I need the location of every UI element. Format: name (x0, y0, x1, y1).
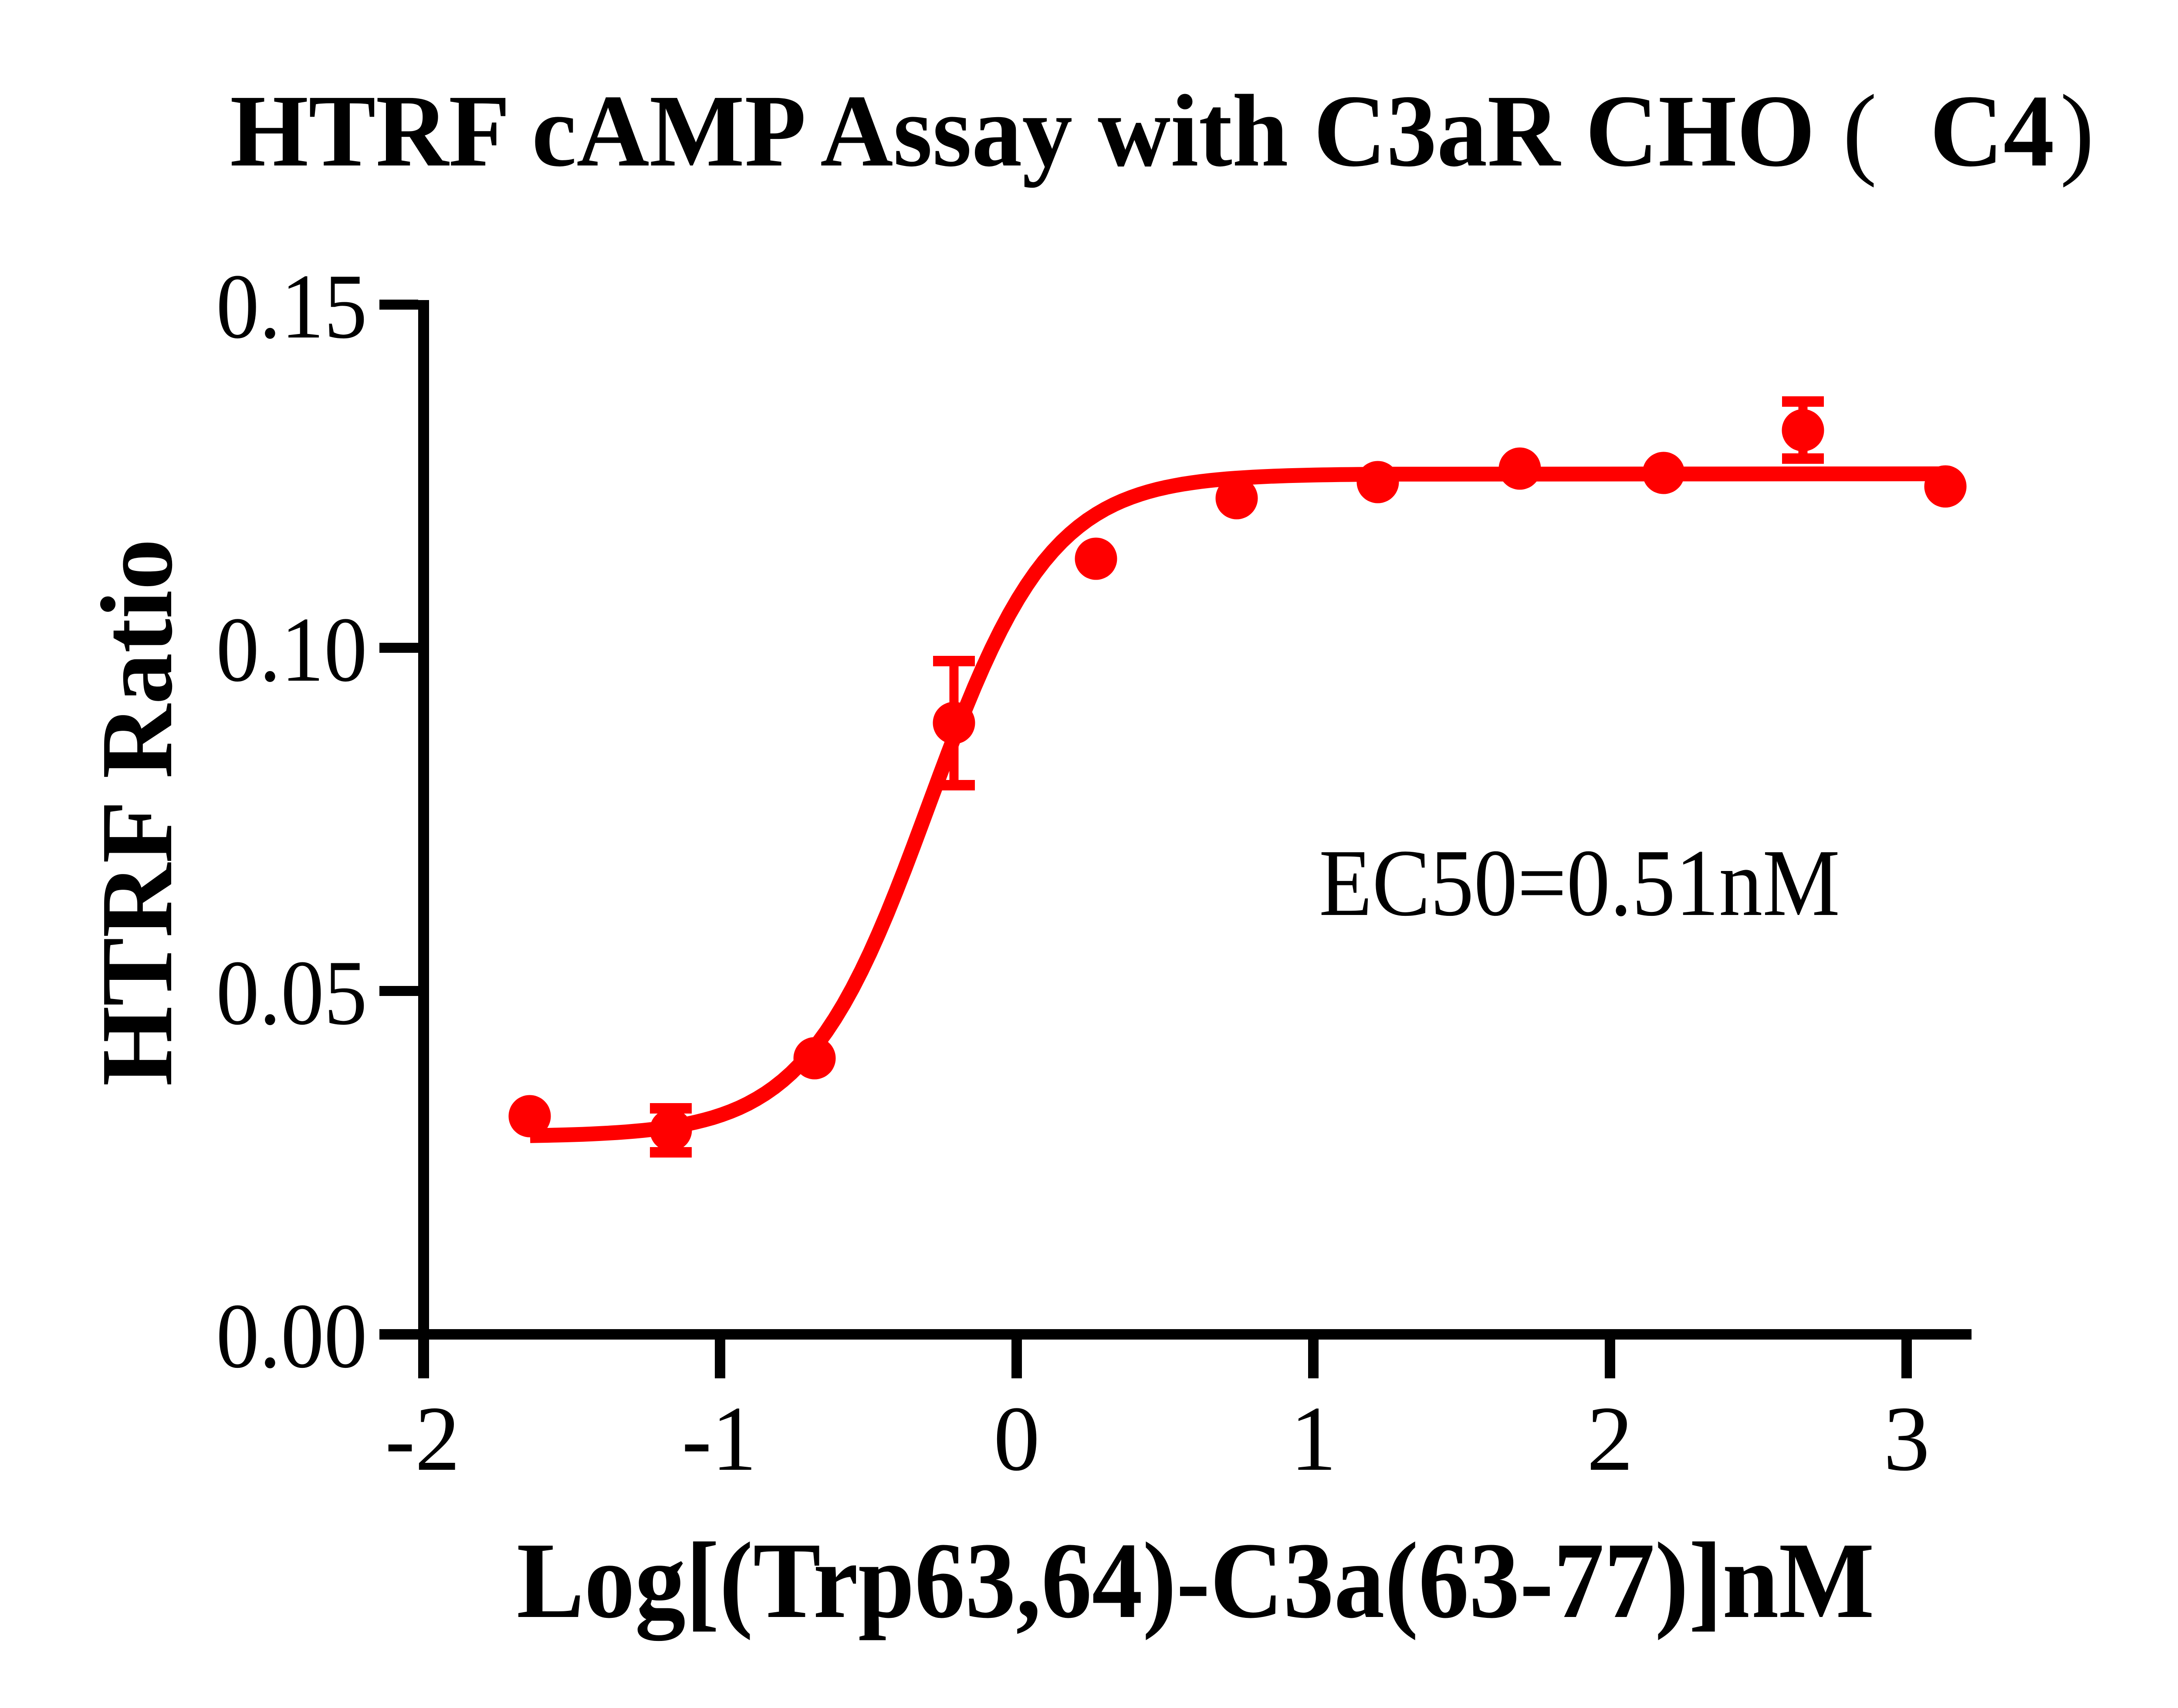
svg-text:C4: C4 (1930, 74, 2054, 188)
svg-text:(: ( (1843, 74, 1877, 188)
svg-text:1: 1 (1290, 1387, 1337, 1490)
svg-text:HTRF cAMP Assay with C3aR CHO: HTRF cAMP Assay with C3aR CHO (230, 74, 1815, 188)
svg-text:0.15: 0.15 (216, 255, 367, 358)
svg-text:0.10: 0.10 (216, 598, 367, 701)
svg-text:-2: -2 (385, 1387, 460, 1490)
svg-text:3: 3 (1884, 1387, 1930, 1490)
svg-text:0.00: 0.00 (216, 1285, 367, 1387)
svg-text:): ) (2060, 74, 2094, 188)
svg-text:2: 2 (1587, 1387, 1634, 1490)
svg-text:EC50=0.51nM: EC50=0.51nM (1319, 830, 1840, 936)
svg-text:0.05: 0.05 (216, 942, 367, 1044)
svg-text:Log[(Trp63,64)-C3a(63-77)]nM: Log[(Trp63,64)-C3a(63-77)]nM (517, 1520, 1874, 1641)
svg-text:0: 0 (994, 1387, 1040, 1490)
svg-text:-1: -1 (682, 1387, 757, 1490)
svg-text:HTRF Ratio: HTRF Ratio (80, 539, 193, 1086)
